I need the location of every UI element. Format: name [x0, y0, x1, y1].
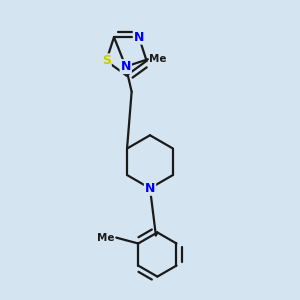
Text: Me: Me [149, 54, 167, 64]
Text: N: N [121, 60, 131, 73]
Text: S: S [102, 54, 111, 68]
Text: N: N [134, 31, 144, 44]
Text: N: N [145, 182, 155, 195]
Text: Me: Me [97, 232, 115, 243]
